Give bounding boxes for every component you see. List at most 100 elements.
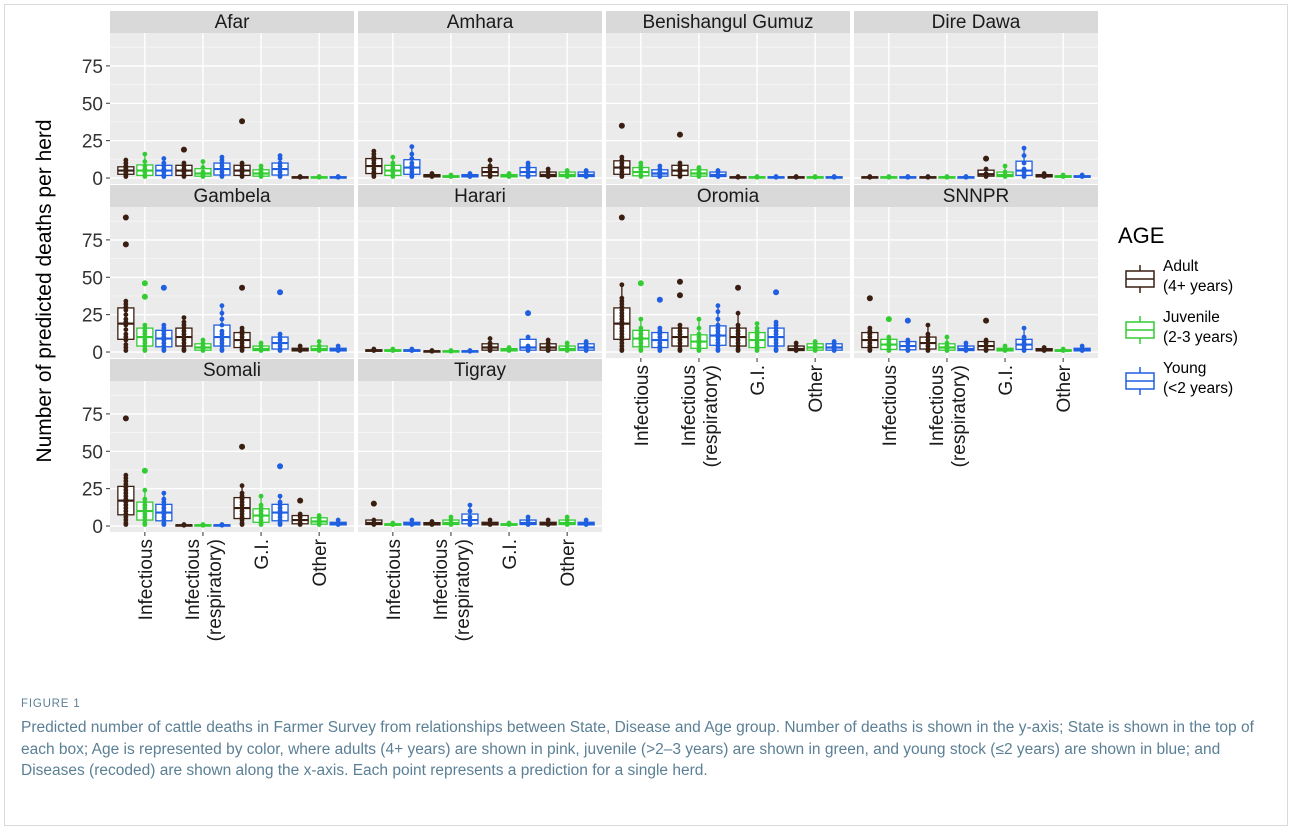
panel-somali-g-i-young-point [277,493,283,499]
panel-somali-other-young-point [335,517,341,523]
panel-tigray-infectious-respiratory-young-point [467,508,473,514]
panel-benishangul-gumuz-infectious-respiratory-juvenile-point [696,165,702,170]
panel-harari-background [358,207,602,358]
panel-gambela-infectious-adult-point [123,342,129,347]
panel-amhara-infectious-respiratory-juvenile-point [448,172,454,178]
panel-gambela-infectious-respiratory-juvenile-point [200,337,206,343]
panel-benishangul-gumuz-strip-label: Benishangul Gumuz [642,12,813,33]
panel-gambela-g-i-young-outlier [277,289,284,296]
legend-label-young: Young (<2 years) [1163,360,1233,397]
panel-snnpr-infectious-respiratory-adult-point [925,331,931,337]
panel-dire-dawa-other-adult-point [1041,171,1047,176]
panel-gambela-ytick-label: 75 [82,231,103,252]
panel-tigray-g-i-adult-point [487,517,493,523]
panel-gambela-g-i-adult-point [239,325,245,331]
panel-gambela-strip [110,185,354,207]
panel-dire-dawa-infectious-respiratory-young-point [963,174,969,179]
panel-gambela-infectious-adult-point [123,298,129,304]
panel-oromia-infectious-adult-outlier [618,214,625,221]
panel-gambela-infectious-respiratory-young-point [219,310,225,316]
panel-somali-g-i-adult-point [239,490,245,496]
legend-label-adult: Adult (4+ years) [1163,258,1233,295]
panel-oromia-xtick-label: Infectious [632,365,653,446]
panel-amhara-infectious-juvenile-point [390,154,396,160]
panel-somali-g-i-adult-outlier [239,443,246,450]
panel-benishangul-gumuz-infectious-juvenile-point [638,160,644,166]
panel-snnpr-infectious-respiratory-young-point [963,340,969,346]
panel-dire-dawa-infectious-respiratory-juvenile-point [944,174,950,179]
panel-afar-g-i-young-point [277,160,283,166]
panel-afar-infectious-juvenile-point [142,151,148,157]
panel-tigray-infectious-adult-outlier [370,500,377,507]
panel-benishangul-gumuz-infectious-adult-point [619,154,625,160]
panel-afar-background [110,33,354,184]
panel-oromia-g-i-juvenile-point [754,325,760,331]
panel-tigray-strip-label: Tigray [454,360,507,381]
panel-tigray-infectious-respiratory-young-point [467,502,473,508]
panel-oromia-infectious-respiratory-adult-point [677,322,683,328]
panel-somali-infectious-adult-point [123,472,129,478]
panel-harari-g-i-adult-point [487,340,493,346]
panel-afar-infectious-young-point [161,156,167,161]
panel-somali-strip-label: Somali [203,360,261,381]
panel-gambela-infectious-adult-point [123,327,129,332]
panel-dire-dawa-g-i-adult-point [983,171,989,176]
panel-oromia-xtick-label: G.I. [748,365,769,396]
panel-gambela-infectious-juvenile-outlier [141,293,148,300]
panel-tigray-infectious-respiratory-young-point [467,514,473,520]
panel-snnpr-xtick-label: G.I. [996,365,1017,396]
panel-somali-other-juvenile-point [316,513,322,518]
panel-afar-other-young-point [335,174,341,179]
panel-oromia-infectious-respiratory-young-point [715,322,721,328]
panel-tigray-xtick-label: Other [558,538,579,586]
panel-gambela-infectious-respiratory-young-point [219,303,225,309]
panel-afar-infectious-young-point [161,160,167,166]
panel-amhara-other-young-point [583,168,589,173]
panel-snnpr-other-adult-point [1041,345,1047,350]
panel-tigray-infectious-respiratory-juvenile-point [448,514,454,520]
panel-gambela-other-adult-point [297,343,303,349]
panel-afar-infectious-respiratory-juvenile-point [200,169,206,175]
panel-oromia-strip-label: Oromia [697,186,760,207]
panel-dire-dawa-g-i-adult-point [983,166,989,172]
panel-benishangul-gumuz-infectious-respiratory-adult-point [677,160,683,166]
panel-dire-dawa-g-i-young-point [1021,153,1027,158]
panel-afar-g-i-young-point [277,153,283,158]
panel-snnpr-infectious-adult-point [867,325,873,331]
panel-dire-dawa-infectious-young-point [905,174,911,179]
panel-somali-ytick-label: 75 [82,405,103,426]
panel-dire-dawa-g-i-adult-outlier [983,155,990,162]
panel-oromia-g-i-young-point [773,319,779,325]
panel-afar-infectious-respiratory-adult-point [181,160,187,166]
panel-afar-other-juvenile-point [316,174,322,179]
panel-somali-xtick-label: Other [310,538,331,586]
panel-somali-strip [110,359,354,381]
panel-tigray-g-i-juvenile-point [506,520,512,526]
panel-benishangul-gumuz-other-young-point [831,174,837,179]
panel-somali-xtick-label: G.I. [252,539,273,570]
panel-oromia-infectious-respiratory-adult-outlier [676,292,683,299]
panel-harari-g-i-adult-point [487,336,493,341]
panel-afar-ytick-label: 0 [92,169,103,190]
panel-gambela-ytick-label: 0 [92,343,103,364]
panel-afar-other-adult-point [297,174,303,179]
panel-oromia-g-i-young-outlier [773,289,780,296]
panel-benishangul-gumuz-other-juvenile-point [812,174,818,179]
panel-oromia-other-juvenile-point [812,339,818,344]
panel-snnpr-infectious-young-outlier [904,317,911,324]
panel-somali-ytick-label: 25 [82,480,103,501]
panel-afar-ytick-label: 75 [82,57,103,78]
panel-harari-infectious-respiratory-young-point [467,348,473,353]
panel-gambela-other-juvenile-point [316,339,322,344]
panel-benishangul-gumuz-infectious-adult-outlier [618,122,625,129]
panel-amhara-g-i-young-point [525,160,531,166]
panel-gambela-infectious-young-point [161,322,167,328]
panel-dire-dawa-strip [854,11,1098,33]
panel-amhara-infectious-adult-point [371,148,377,154]
panel-tigray-xtick-label: Infectious [384,539,405,620]
panel-gambela-infectious-adult-point [123,316,129,322]
panel-harari-infectious-respiratory-juvenile-point [448,348,454,353]
panel-snnpr-other-young-point [1079,343,1085,349]
panel-dire-dawa-g-i-young-point [1021,166,1027,172]
panel-dire-dawa-g-i-young-point [1021,160,1027,166]
